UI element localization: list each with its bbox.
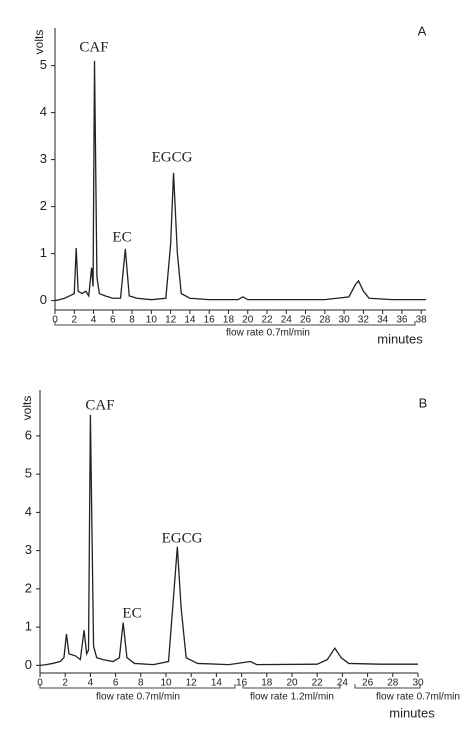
flow-bracket: [54, 321, 416, 326]
x-tick-label: 30: [339, 315, 351, 326]
y-tick-label: 4: [25, 504, 32, 519]
x-tick-label: 10: [146, 315, 158, 326]
y-tick-label: 2: [40, 198, 47, 213]
y-tick-label: 6: [25, 427, 32, 442]
flow-rate-label: flow rate 0.7ml/min: [96, 692, 180, 703]
flow-bracket: [39, 684, 236, 689]
x-tick-label: 36: [396, 315, 408, 326]
x-tick-label: 6: [110, 315, 116, 326]
x-tick-label: 4: [88, 678, 94, 689]
y-tick-label: 3: [40, 151, 47, 166]
x-tick-label: 0: [37, 678, 43, 689]
y-tick-label: 5: [25, 466, 32, 481]
x-tick-label: 8: [138, 678, 144, 689]
trace: [39, 414, 418, 666]
y-tick-label: 2: [25, 580, 32, 595]
x-tick-label: 14: [211, 678, 223, 689]
x-tick-label: 12: [165, 315, 177, 326]
x-tick-label: 38: [416, 315, 428, 326]
y-tick-label: 0: [40, 292, 47, 307]
x-tick-label: 26: [300, 315, 312, 326]
flow-rate-label: flow rate 1.2ml/min: [250, 692, 334, 703]
x-tick-label: 16: [236, 678, 248, 689]
x-tick-label: 22: [312, 678, 324, 689]
y-axis-label: volts: [20, 396, 34, 421]
x-tick-label: 30: [412, 678, 424, 689]
x-tick-label: 20: [242, 315, 254, 326]
x-tick-label: 0: [52, 315, 58, 326]
x-tick-label: 12: [186, 678, 198, 689]
x-tick-label: 26: [362, 678, 374, 689]
flow-bracket: [354, 684, 421, 689]
flow-bracket: [242, 684, 341, 689]
x-tick-label: 4: [91, 315, 97, 326]
peak-label: EC: [112, 229, 131, 245]
x-tick-label: 6: [113, 678, 119, 689]
x-axis-label: minutes: [377, 331, 423, 346]
trace: [54, 60, 426, 302]
x-tick-label: 18: [261, 678, 273, 689]
x-tick-label: 28: [387, 678, 399, 689]
x-tick-label: 34: [377, 315, 389, 326]
y-axis-label: volts: [32, 30, 46, 55]
x-tick-label: 32: [358, 315, 370, 326]
peak-label: CAF: [85, 397, 114, 413]
peak-label: EGCG: [162, 530, 203, 546]
peak-label: EC: [122, 605, 141, 621]
x-tick-label: 16: [204, 315, 216, 326]
x-tick-label: 8: [129, 315, 135, 326]
y-tick-label: 5: [40, 57, 47, 72]
x-tick-label: 24: [337, 678, 349, 689]
x-tick-label: 22: [261, 315, 273, 326]
x-tick-label: 20: [286, 678, 298, 689]
flow-rate-label: flow rate 0.7ml/min: [376, 692, 460, 703]
panel-label: B: [419, 395, 428, 410]
y-tick-label: 0: [25, 657, 32, 672]
y-tick-label: 1: [25, 619, 32, 634]
x-axis-label: minutes: [389, 705, 435, 720]
y-tick-label: 3: [25, 542, 32, 557]
x-tick-label: 2: [62, 678, 68, 689]
x-tick-label: 28: [319, 315, 331, 326]
y-tick-label: 4: [40, 104, 47, 119]
x-tick-label: 2: [71, 315, 77, 326]
x-tick-label: 24: [281, 315, 293, 326]
panel-label: A: [418, 23, 427, 38]
flow-rate-label: flow rate 0.7ml/min: [226, 328, 310, 339]
x-tick-label: 14: [184, 315, 196, 326]
peak-label: CAF: [79, 39, 108, 55]
peak-label: EGCG: [152, 149, 193, 165]
y-tick-label: 1: [40, 245, 47, 260]
x-tick-label: 18: [223, 315, 235, 326]
x-tick-label: 10: [160, 678, 172, 689]
